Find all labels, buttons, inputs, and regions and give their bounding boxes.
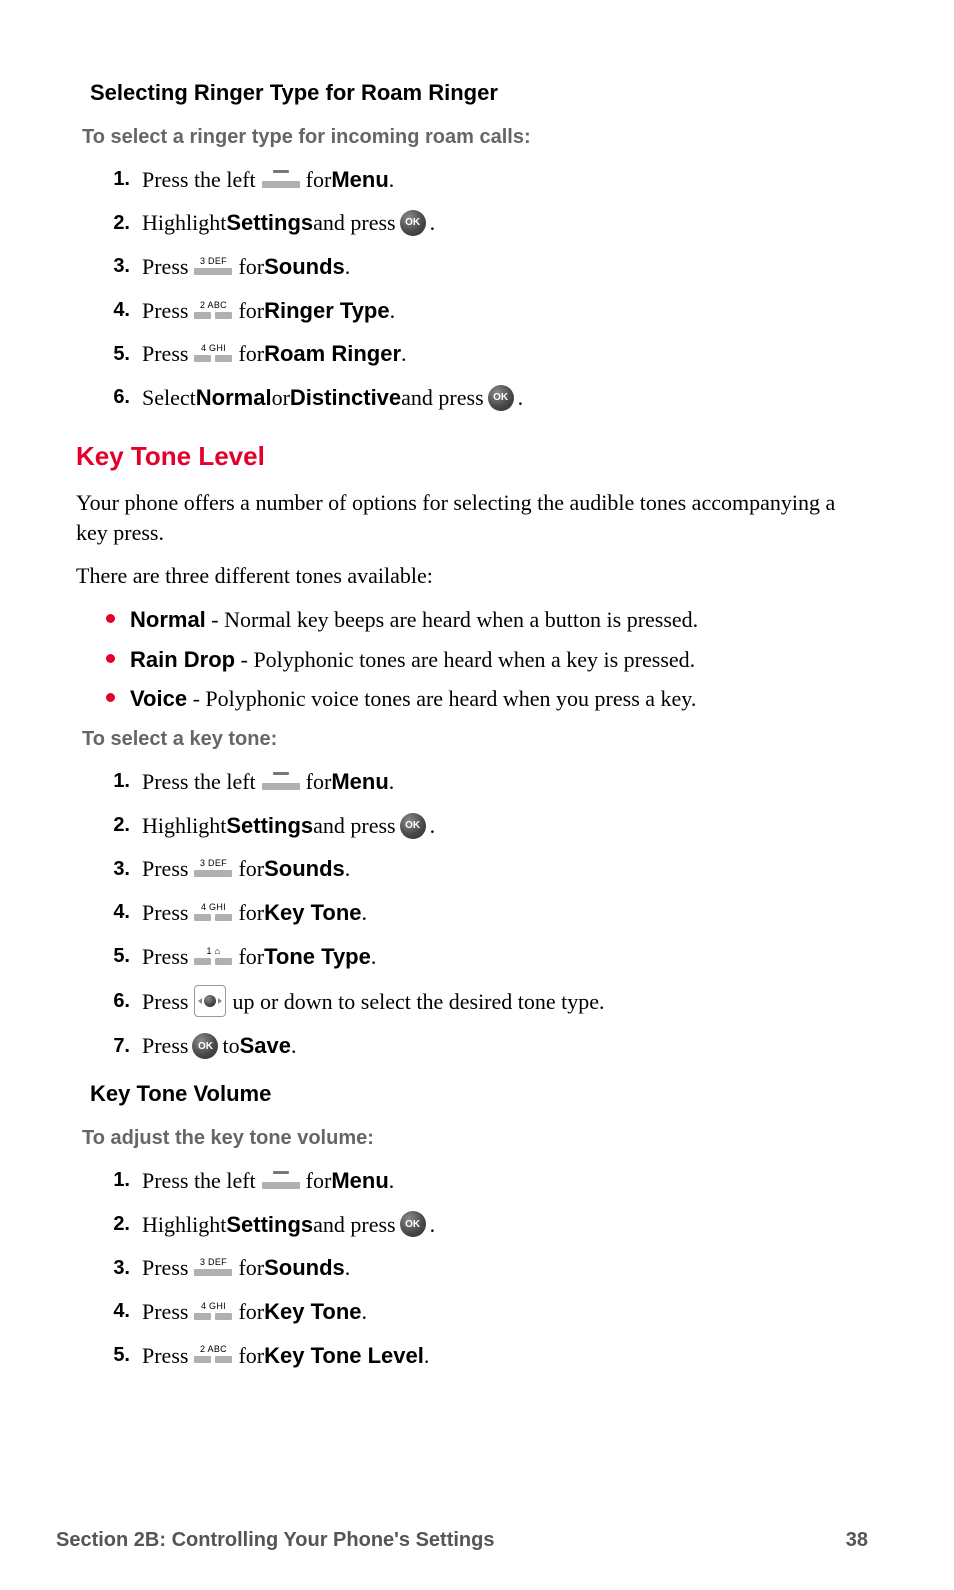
step-item: 2. Highlight Settings and press OK. xyxy=(104,811,868,841)
softkey-blank-icon xyxy=(262,774,300,790)
ok-icon: OK xyxy=(400,1211,426,1237)
bullet-item: Rain Drop - Polyphonic tones are heard w… xyxy=(96,645,868,675)
step-text: Press 2 ABC for Key Tone Level. xyxy=(142,1341,429,1371)
step-item: 3. Press 3 DEF for Sounds. xyxy=(104,1253,868,1283)
step-text: Highlight Settings and press OK. xyxy=(142,208,435,238)
step-item: 1. Press the left for Menu. xyxy=(104,767,868,797)
bullet-item: Voice - Polyphonic voice tones are heard… xyxy=(96,684,868,714)
softkey-3def-icon: 3 DEF xyxy=(194,1260,232,1276)
softkey-1-icon: 1 ⌂ xyxy=(194,949,232,965)
step-number: 5. xyxy=(104,341,130,368)
step-number: 5. xyxy=(104,1342,130,1369)
step-item: 6. Press up or down to select the desired… xyxy=(104,985,868,1017)
step-text: Press 3 DEF for Sounds. xyxy=(142,854,350,884)
step-text: Press 4 GHI for Roam Ringer. xyxy=(142,339,407,369)
step-number: 4. xyxy=(104,899,130,926)
lead-select-key-tone: To select a key tone: xyxy=(82,726,868,753)
lead-key-tone-volume: To adjust the key tone volume: xyxy=(82,1125,868,1152)
step-number: 3. xyxy=(104,253,130,280)
step-item: 4. Press 4 GHI for Key Tone. xyxy=(104,898,868,928)
para-key-tone-2: There are three different tones availabl… xyxy=(76,561,868,591)
step-item: 1. Press the left for Menu. xyxy=(104,1166,868,1196)
footer-section: Section 2B: Controlling Your Phone's Set… xyxy=(56,1527,495,1554)
step-number: 2. xyxy=(104,1211,130,1238)
step-item: 5. Press 4 GHI for Roam Ringer. xyxy=(104,339,868,369)
step-text: Press OK to Save. xyxy=(142,1031,296,1061)
subhead-key-tone-volume: Key Tone Volume xyxy=(90,1079,868,1109)
bullet-item: Normal - Normal key beeps are heard when… xyxy=(96,605,868,635)
subhead-roam-ringer: Selecting Ringer Type for Roam Ringer xyxy=(90,78,868,108)
step-number: 7. xyxy=(104,1033,130,1060)
step-text: Press 2 ABC for Ringer Type. xyxy=(142,296,395,326)
steps-roam-ringer: 1. Press the left for Menu. 2. Highlight Se… xyxy=(86,165,868,413)
ok-icon: OK xyxy=(400,210,426,236)
step-number: 2. xyxy=(104,812,130,839)
step-number: 1. xyxy=(104,1167,130,1194)
page-footer: Section 2B: Controlling Your Phone's Set… xyxy=(56,1527,868,1554)
step-number: 5. xyxy=(104,943,130,970)
step-text: Press 4 GHI for Key Tone. xyxy=(142,898,367,928)
ok-icon: OK xyxy=(488,385,514,411)
step-item: 2. Highlight Settings and press OK. xyxy=(104,1210,868,1240)
step-number: 4. xyxy=(104,297,130,324)
step-text: Select Normal or Distinctive and press O… xyxy=(142,383,523,413)
step-item: 7. Press OK to Save. xyxy=(104,1031,868,1061)
step-number: 1. xyxy=(104,166,130,193)
step-text: Press 3 DEF for Sounds. xyxy=(142,1253,350,1283)
step-number: 2. xyxy=(104,210,130,237)
steps-key-tone-volume: 1. Press the left for Menu. 2. Highlight Se… xyxy=(86,1166,868,1370)
softkey-2abc-icon: 2 ABC xyxy=(194,303,232,319)
step-number: 4. xyxy=(104,1298,130,1325)
softkey-blank-icon xyxy=(262,172,300,188)
step-number: 3. xyxy=(104,856,130,883)
step-number: 6. xyxy=(104,988,130,1015)
ok-icon: OK xyxy=(192,1033,218,1059)
softkey-2abc-icon: 2 ABC xyxy=(194,1347,232,1363)
step-item: 1. Press the left for Menu. xyxy=(104,165,868,195)
step-text: Press 3 DEF for Sounds. xyxy=(142,252,350,282)
step-number: 1. xyxy=(104,768,130,795)
step-item: 5. Press 1 ⌂ for Tone Type. xyxy=(104,942,868,972)
step-text: Press up or down to select the desired t… xyxy=(142,985,605,1017)
step-text: Press the left for Menu. xyxy=(142,1166,394,1196)
footer-page-number: 38 xyxy=(846,1527,868,1554)
heading-key-tone-level: Key Tone Level xyxy=(76,439,868,474)
bullets-tones: Normal - Normal key beeps are heard when… xyxy=(86,605,868,714)
step-item: 3. Press 3 DEF for Sounds. xyxy=(104,854,868,884)
step-text: Press the left for Menu. xyxy=(142,165,394,195)
step-item: 2. Highlight Settings and press OK. xyxy=(104,208,868,238)
step-text: Highlight Settings and press OK. xyxy=(142,811,435,841)
nav-pad-icon xyxy=(194,985,226,1017)
softkey-4ghi-icon: 4 GHI xyxy=(194,346,232,362)
step-item: 4. Press 4 GHI for Key Tone. xyxy=(104,1297,868,1327)
ok-icon: OK xyxy=(400,813,426,839)
step-text: Highlight Settings and press OK. xyxy=(142,1210,435,1240)
step-number: 6. xyxy=(104,384,130,411)
softkey-4ghi-icon: 4 GHI xyxy=(194,905,232,921)
steps-select-key-tone: 1. Press the left for Menu. 2. Highlight Se… xyxy=(86,767,868,1061)
step-text: Press 4 GHI for Key Tone. xyxy=(142,1297,367,1327)
softkey-blank-icon xyxy=(262,1173,300,1189)
step-item: 4. Press 2 ABC for Ringer Type. xyxy=(104,296,868,326)
step-number: 3. xyxy=(104,1255,130,1282)
step-text: Press 1 ⌂ for Tone Type. xyxy=(142,942,376,972)
step-text: Press the left for Menu. xyxy=(142,767,394,797)
softkey-3def-icon: 3 DEF xyxy=(194,861,232,877)
step-item: 5. Press 2 ABC for Key Tone Level. xyxy=(104,1341,868,1371)
step-item: 3. Press 3 DEF for Sounds. xyxy=(104,252,868,282)
step-item: 6. Select Normal or Distinctive and press… xyxy=(104,383,868,413)
para-key-tone-1: Your phone offers a number of options fo… xyxy=(76,488,868,547)
softkey-3def-icon: 3 DEF xyxy=(194,259,232,275)
lead-roam-ringer: To select a ringer type for incoming roa… xyxy=(82,124,868,151)
page: Selecting Ringer Type for Roam Ringer To… xyxy=(0,0,954,1590)
softkey-4ghi-icon: 4 GHI xyxy=(194,1304,232,1320)
